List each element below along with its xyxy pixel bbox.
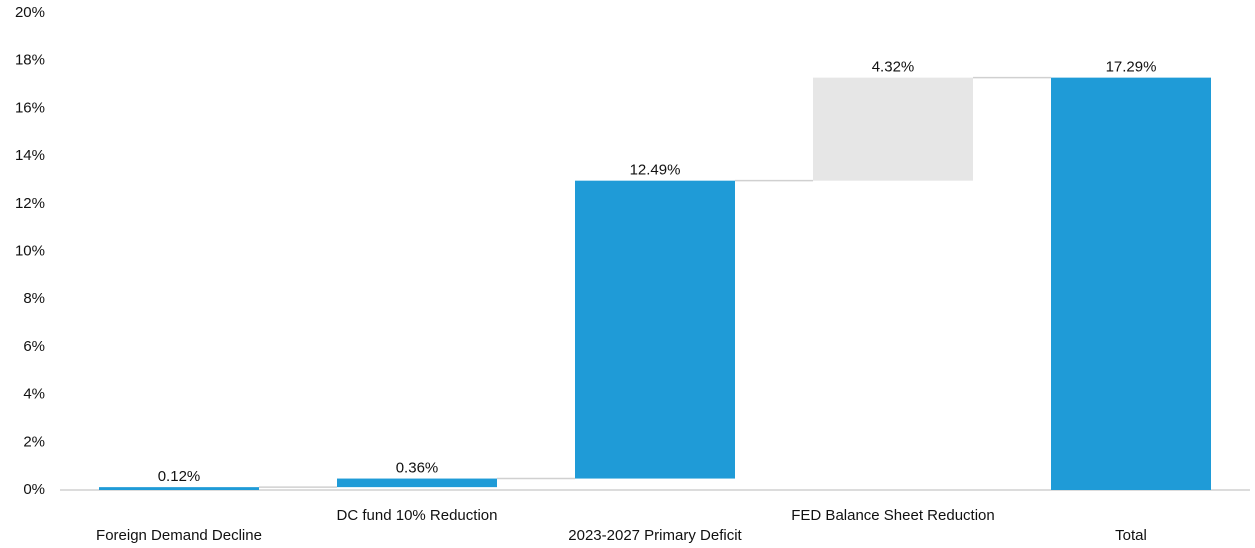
y-tick-label: 16% [15, 99, 45, 116]
y-tick-label: 6% [23, 338, 45, 355]
x-tick-label: Foreign Demand Decline [96, 527, 262, 544]
y-tick-label: 18% [15, 52, 45, 69]
value-label: 12.49% [630, 162, 681, 179]
x-tick-label: DC fund 10% Reduction [337, 507, 498, 524]
bar [575, 180, 735, 479]
y-tick-label: 2% [23, 433, 45, 450]
y-tick-label: 4% [23, 386, 45, 403]
value-label: 17.29% [1106, 59, 1157, 76]
bar [1051, 77, 1211, 491]
y-tick-label: 12% [15, 195, 45, 212]
y-tick-label: 10% [15, 242, 45, 259]
value-label: 4.32% [872, 59, 915, 76]
value-label: 0.12% [158, 468, 201, 485]
y-tick-label: 8% [23, 290, 45, 307]
x-tick-label: 2023-2027 Primary Deficit [568, 527, 742, 544]
y-tick-label: 20% [15, 4, 45, 21]
bar [337, 478, 497, 488]
y-tick-label: 0% [23, 481, 45, 498]
x-tick-label: FED Balance Sheet Reduction [791, 507, 994, 524]
value-label: 0.36% [396, 460, 439, 477]
bar [813, 77, 973, 181]
x-tick-label: Total [1115, 527, 1147, 544]
bar [99, 487, 259, 490]
y-tick-label: 14% [15, 147, 45, 164]
